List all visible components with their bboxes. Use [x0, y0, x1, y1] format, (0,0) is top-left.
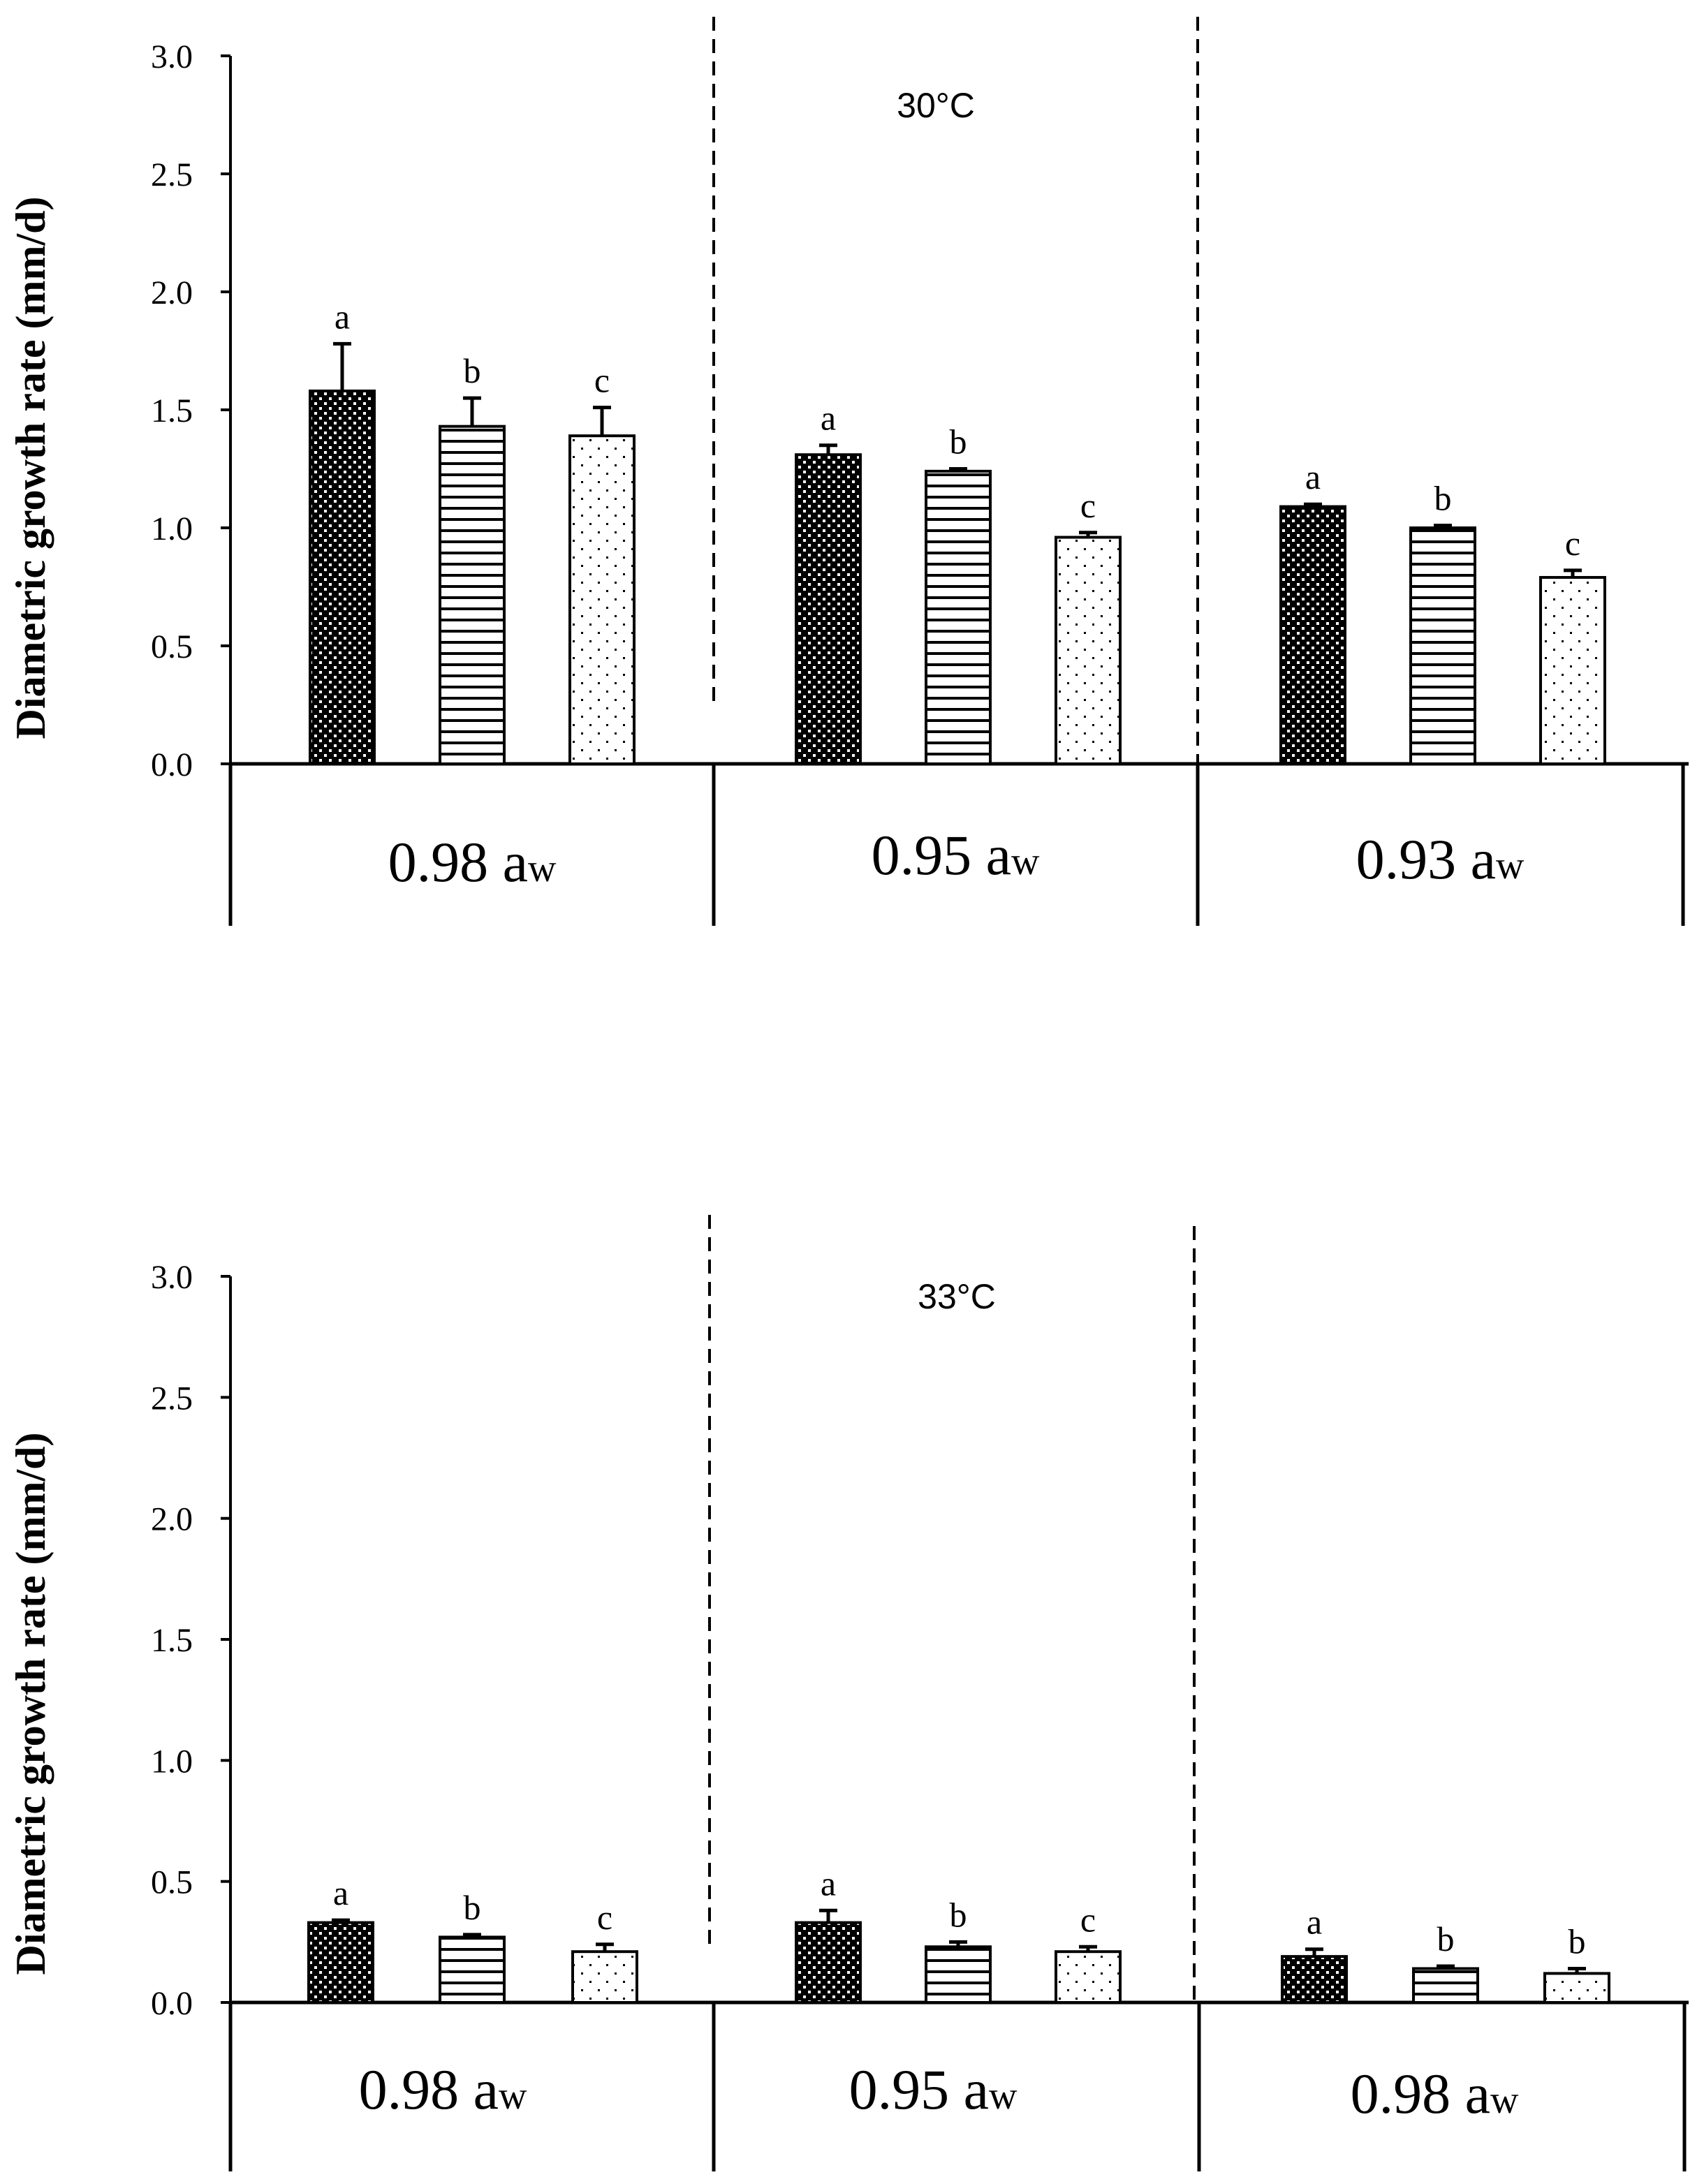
panel-30c: Diametric growth rate (mm/d) 30°C 0.98 a… [8, 17, 1689, 926]
category-label: 0.95 aw [849, 2058, 1018, 2121]
significance-letter: a [1305, 457, 1321, 496]
y-tick-label: 2.5 [151, 1380, 193, 1417]
y-tick-label: 3.0 [151, 38, 193, 75]
bar-series-2 [1409, 526, 1476, 765]
significance-letter: c [1080, 1900, 1096, 1939]
bar-series-1 [309, 389, 376, 765]
bar-series-2 [439, 1935, 506, 2004]
y-tick-label: 1.0 [151, 510, 193, 547]
significance-letter: b [464, 1888, 481, 1927]
significance-letter: b [950, 1895, 967, 1934]
significance-letter: a [1307, 1903, 1322, 1942]
y-ticks: 0.0 0.5 1.0 1.5 2.0 2.5 3.0 [151, 38, 230, 783]
y-axis-label: Diametric growth rate (mm/d) [8, 1433, 54, 1975]
y-axis-label: Diametric growth rate (mm/d) [8, 197, 54, 739]
category-label: 0.98 aw [1351, 2062, 1519, 2125]
temperature-label: 33°C [918, 1277, 996, 1316]
category-label: 0.95 aw [872, 823, 1040, 887]
y-ticks: 0.0 0.5 1.0 1.5 2.0 2.5 3.0 [151, 1259, 230, 2022]
y-tick-label: 3.0 [151, 1259, 193, 1296]
bar-series-2 [439, 425, 506, 765]
significance-letter: b [1569, 1921, 1586, 1961]
y-tick-label: 1.5 [151, 392, 193, 429]
bar-series-3 [1539, 575, 1606, 765]
bar-series-3 [1543, 1972, 1610, 2004]
significance-letter: c [1080, 486, 1096, 525]
y-tick-label: 0.0 [151, 746, 193, 783]
bar-series-3 [1055, 1950, 1122, 2004]
y-tick-label: 0.5 [151, 628, 193, 665]
y-tick-label: 2.0 [151, 1501, 193, 1538]
bar-series-3 [568, 434, 636, 765]
bar-series-2 [925, 469, 992, 765]
significance-letter: b [464, 351, 481, 390]
bar-series-3 [1055, 536, 1122, 766]
bars: a a a b b b c c c [309, 297, 1606, 766]
bar-series-2 [1412, 1967, 1479, 2004]
significance-letter: a [333, 1873, 348, 1912]
significance-letter: a [821, 1864, 836, 1903]
significance-letter: a [821, 399, 836, 438]
category-label: 0.98 aw [388, 830, 557, 894]
significance-letter: b [1434, 479, 1452, 518]
bars: a a a b b b c c b [307, 1864, 1610, 2005]
y-tick-label: 1.0 [151, 1743, 193, 1780]
bar-series-3 [571, 1950, 638, 2004]
temperature-label: 30°C [897, 86, 975, 125]
bar-series-1 [795, 453, 862, 765]
category-label: 0.98 aw [359, 2058, 527, 2121]
y-tick-label: 1.5 [151, 1622, 193, 1659]
significance-letter: b [1437, 1919, 1455, 1958]
bar-series-1 [795, 1921, 862, 2005]
significance-letter: c [1565, 524, 1580, 563]
significance-letter: c [594, 361, 610, 400]
bar-series-1 [307, 1921, 374, 2005]
y-tick-label: 2.5 [151, 156, 193, 193]
bar-series-1 [1281, 1955, 1348, 2004]
category-label: 0.93 aw [1356, 827, 1525, 891]
y-tick-label: 0.0 [151, 1985, 193, 2022]
y-tick-label: 0.5 [151, 1864, 193, 1901]
significance-letter: a [335, 297, 350, 336]
y-tick-label: 2.0 [151, 274, 193, 311]
panel-33c: Diametric growth rate (mm/d) 33°C 0.98 a… [8, 1215, 1689, 2171]
bar-series-2 [925, 1945, 992, 2004]
significance-letter: c [597, 1898, 612, 1937]
significance-letter: b [950, 422, 967, 462]
bar-series-1 [1279, 505, 1346, 766]
